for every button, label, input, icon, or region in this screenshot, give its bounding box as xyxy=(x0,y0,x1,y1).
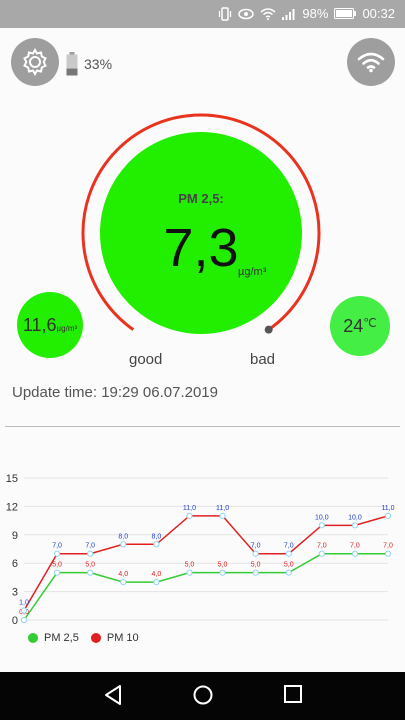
y-tick-label: 6 xyxy=(12,558,18,570)
y-tick-label: 3 xyxy=(12,587,18,599)
home-button[interactable] xyxy=(192,684,214,706)
data-label: 4,0 xyxy=(151,571,161,578)
data-label: 10,0 xyxy=(348,514,362,521)
series-line-pm10 xyxy=(23,515,389,611)
data-point xyxy=(318,522,325,529)
data-label: 7,0 xyxy=(284,543,294,550)
data-label: 8,0 xyxy=(118,533,128,540)
data-point xyxy=(285,569,292,576)
gauge-arc xyxy=(81,113,321,331)
data-point xyxy=(53,550,61,557)
data-point xyxy=(87,569,94,576)
data-label: 10,0 xyxy=(315,514,329,521)
data-label: 11,0 xyxy=(216,505,229,512)
device-battery-icon xyxy=(66,52,78,76)
wifi-icon xyxy=(357,52,385,73)
data-label: 7,0 xyxy=(350,543,360,550)
device-battery-percent: 33% xyxy=(84,56,113,72)
series-line-pm25 xyxy=(23,552,388,621)
pm10-unit: µg/m³ xyxy=(56,323,78,333)
data-point xyxy=(384,512,392,519)
pm25-value: 7,3 xyxy=(163,218,238,278)
data-label: 11,0 xyxy=(381,505,394,512)
temperature-unit: ℃ xyxy=(363,316,377,330)
legend-pm25-dot xyxy=(28,633,38,643)
data-label: 5,0 xyxy=(218,562,228,569)
wifi-button[interactable] xyxy=(347,38,395,86)
pm25-gauge: PM 2,5: 7,3 µg/m³ xyxy=(81,113,321,334)
device-battery: 33% xyxy=(66,52,112,76)
data-point xyxy=(252,550,259,557)
data-point xyxy=(219,569,226,576)
settings-button[interactable] xyxy=(11,38,59,86)
pm10-circle: 11,6 µg/m³ xyxy=(17,292,83,358)
data-point xyxy=(186,512,193,519)
legend-pm10-dot xyxy=(90,633,101,643)
vibrate-icon xyxy=(219,6,232,21)
data-label: 7,0 xyxy=(383,543,393,550)
data-point xyxy=(384,550,392,557)
data-point xyxy=(53,569,61,576)
recents-button[interactable] xyxy=(283,684,303,704)
data-label: 8,0 xyxy=(151,533,161,540)
data-label: 4,0 xyxy=(118,571,128,578)
pm25-title: PM 2,5: xyxy=(178,191,224,206)
data-point xyxy=(318,550,325,557)
data-label: 11,0 xyxy=(183,505,196,512)
status-time: 00:32 xyxy=(362,6,395,21)
eye-icon xyxy=(238,8,255,19)
pm25-circle xyxy=(100,132,302,334)
data-label: 7,0 xyxy=(317,543,327,550)
y-tick-label: 0 xyxy=(12,615,18,627)
temperature-circle: 24 ℃ xyxy=(330,296,390,356)
pm10-value: 11,6 xyxy=(22,314,57,335)
status-icons: 98% 00:32 xyxy=(218,6,395,21)
data-label: 5,0 xyxy=(284,562,294,569)
data-label: 5,0 xyxy=(251,562,261,569)
data-label: 1,0 xyxy=(19,600,29,607)
data-point xyxy=(285,550,292,557)
data-label: 5,0 xyxy=(185,562,195,569)
battery-icon xyxy=(334,8,357,19)
data-label: 7,0 xyxy=(52,543,62,550)
y-tick-label: 12 xyxy=(6,501,18,513)
good-label: good xyxy=(129,351,163,368)
data-point xyxy=(87,550,94,557)
pm-history-chart: 036912150,05,05,04,04,05,05,05,05,07,07,… xyxy=(6,473,395,627)
data-point xyxy=(153,579,160,586)
pm25-unit: µg/m³ xyxy=(238,266,267,278)
bad-label: bad xyxy=(250,351,276,368)
divider xyxy=(5,426,400,427)
legend-pm25-label: PM 2,5 xyxy=(44,632,79,644)
legend-pm10-label: PM 10 xyxy=(106,632,139,644)
data-point xyxy=(252,569,259,576)
gear-icon xyxy=(23,47,47,77)
data-point xyxy=(120,541,127,548)
data-point xyxy=(219,512,226,519)
data-label: 7,0 xyxy=(85,543,95,550)
data-point xyxy=(153,541,160,548)
data-point xyxy=(20,616,28,624)
y-tick-label: 9 xyxy=(12,530,18,542)
status-bar: 98% 00:32 xyxy=(0,0,405,28)
data-point xyxy=(351,522,359,529)
navigation-bar xyxy=(0,672,405,720)
data-label: 7,0 xyxy=(251,543,261,550)
data-point xyxy=(120,579,127,586)
temperature-value: 24 xyxy=(343,315,364,336)
data-point xyxy=(20,607,28,614)
status-battery-percent: 98% xyxy=(302,6,329,21)
update-time: Update time: 19:29 06.07.2019 xyxy=(12,384,218,401)
chart-legend: PM 2,5 PM 10 xyxy=(28,632,139,644)
gauge-indicator xyxy=(264,325,273,334)
data-point xyxy=(351,550,359,557)
data-label: 5,0 xyxy=(85,562,95,569)
signal-icon xyxy=(282,8,295,20)
wifi-icon xyxy=(260,7,276,20)
back-button[interactable] xyxy=(103,684,123,706)
y-tick-label: 15 xyxy=(6,473,18,485)
data-point xyxy=(186,569,193,576)
data-label: 5,0 xyxy=(52,562,62,569)
